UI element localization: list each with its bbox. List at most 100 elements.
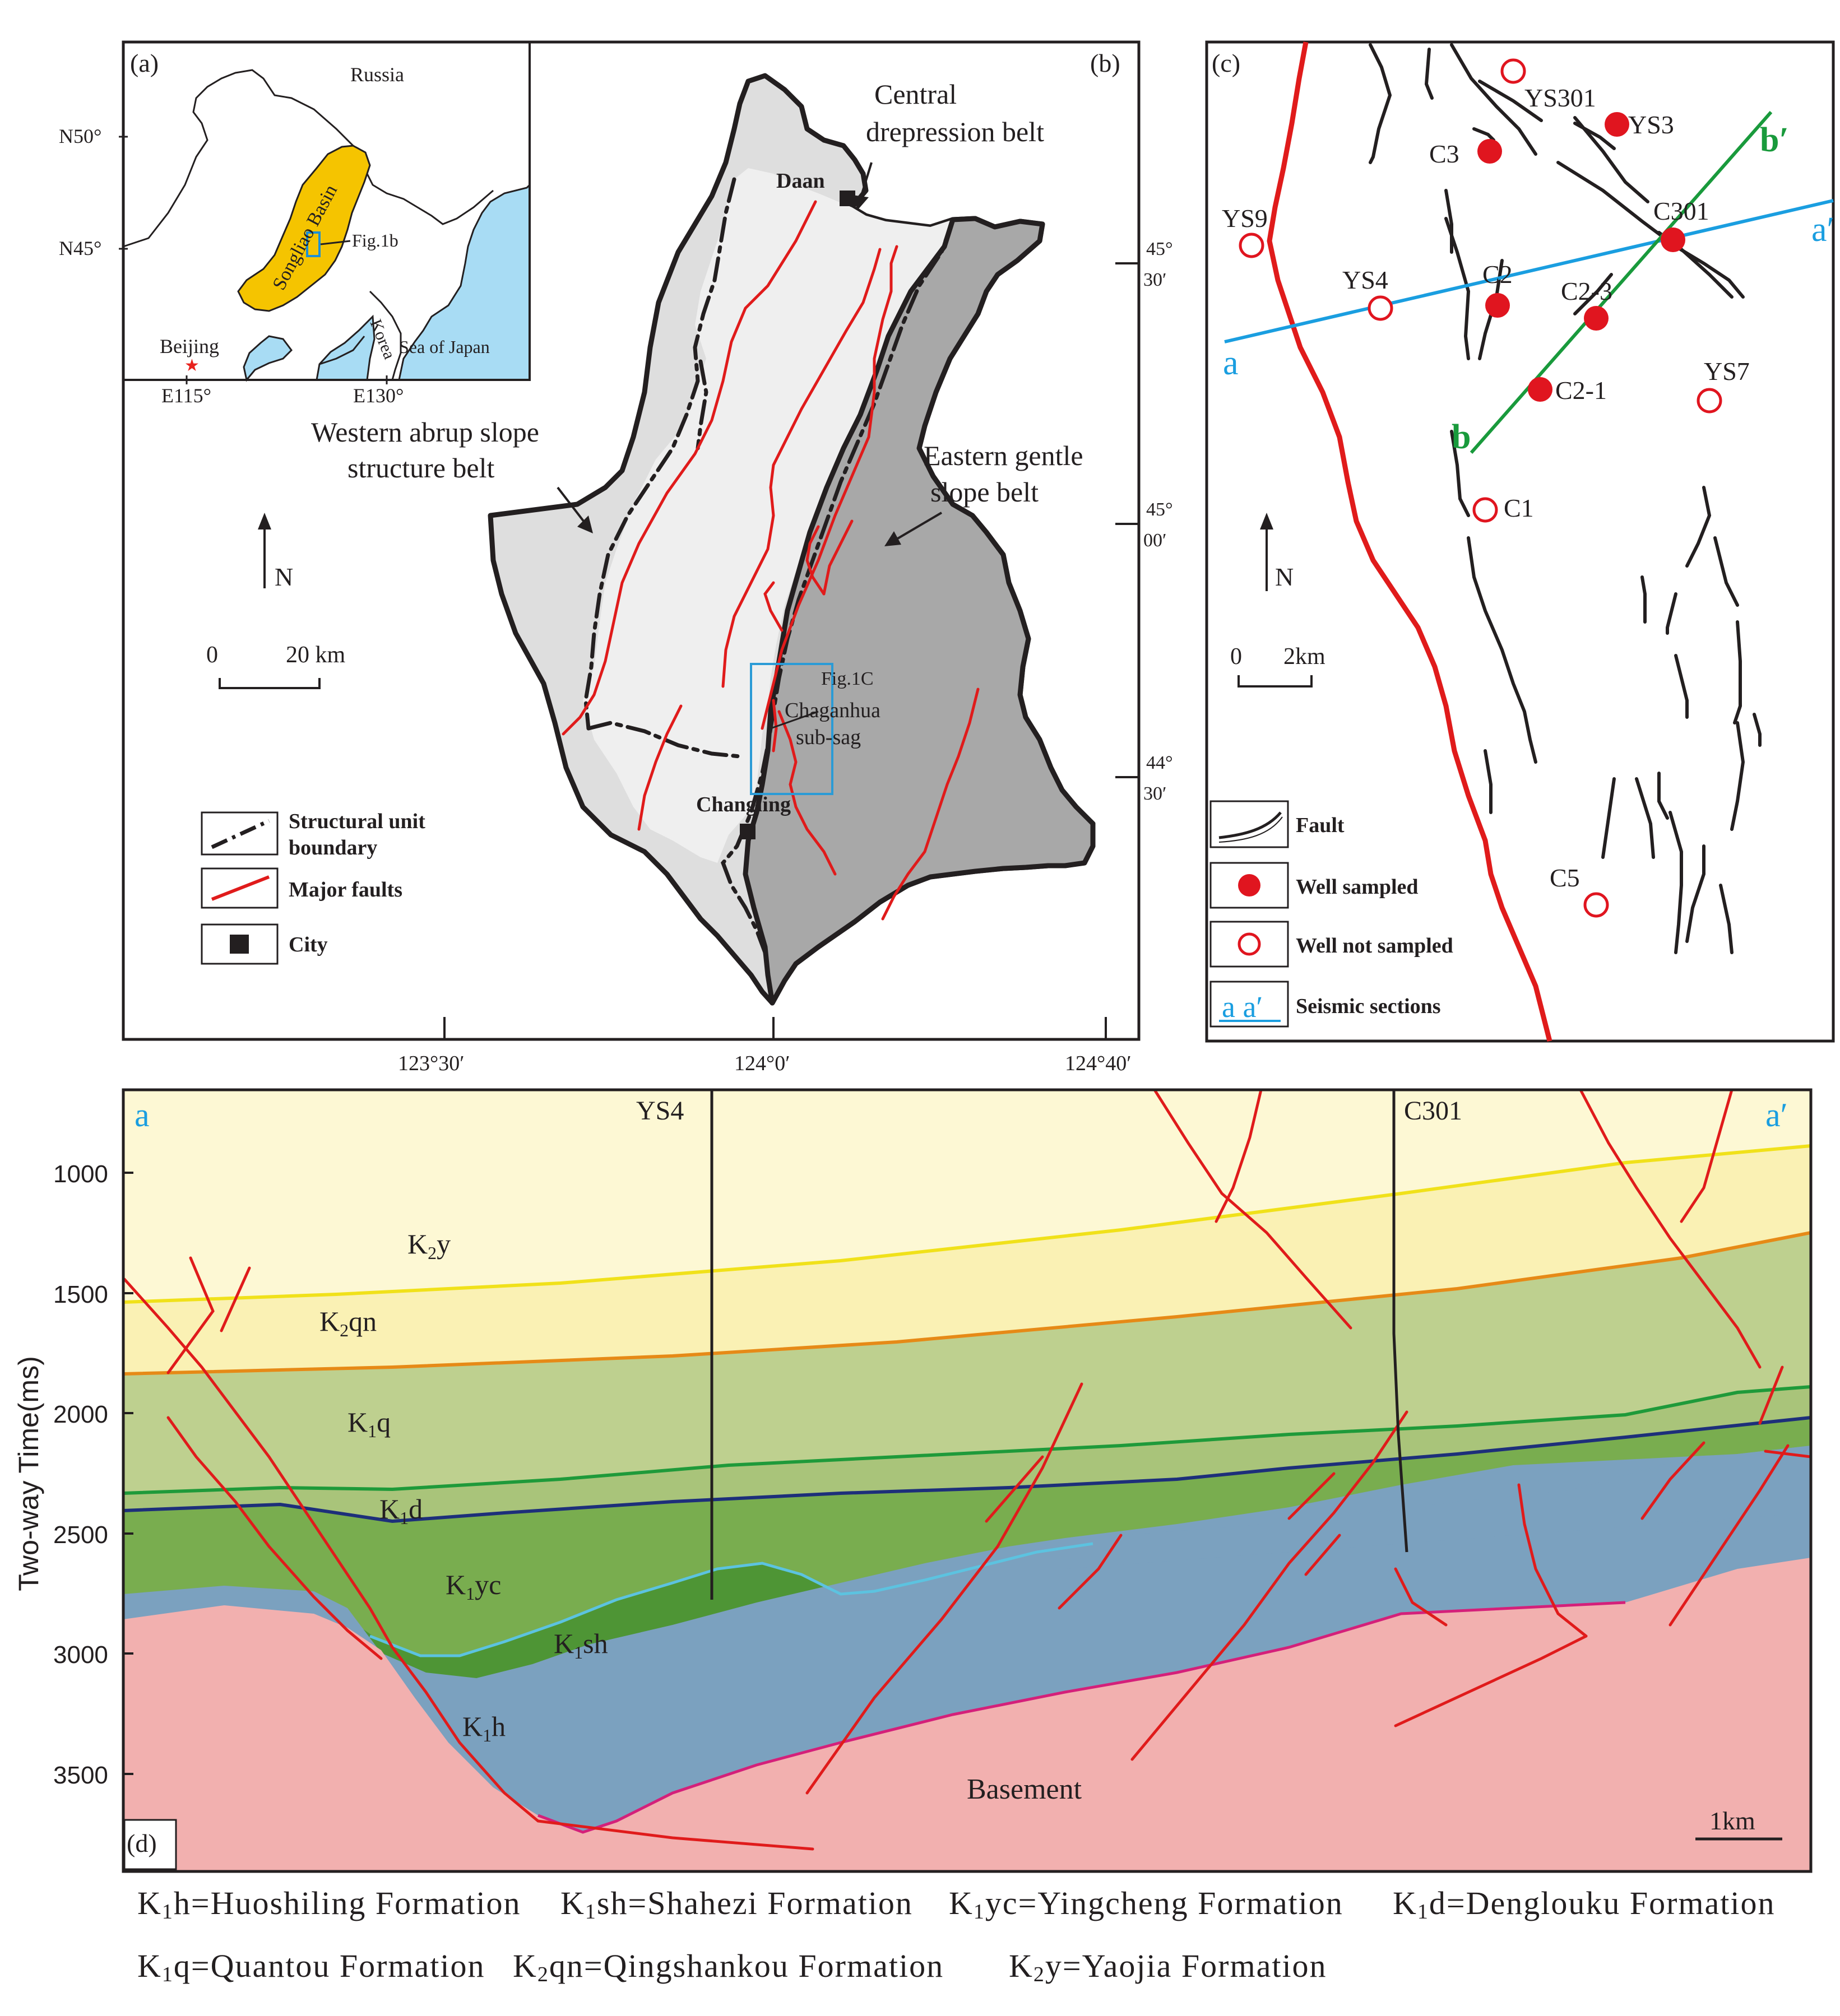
legend-boundary-1: Structural unit [289,810,425,833]
panel-b-legend [201,811,279,965]
label-western-belt-2: structure belt [347,452,495,484]
svg-text:K1h: K1h [462,1711,506,1745]
well-label-c301: C301 [1653,197,1709,225]
label-fig1c: Fig.1C [821,668,874,689]
panel-b-structural-map: N 0 20 km (b) Central drepression belt W… [122,40,1173,1075]
structural-unit-boundaries [583,177,955,1005]
panel-c-legend [1209,800,1289,1028]
horizon-yellow [123,1144,1811,1304]
sea-of-japan [398,183,531,381]
section-end-a-prime: a′ [1765,1097,1788,1134]
layer-k1h-gap [1065,1446,1811,1569]
well-label-ys4: YS4 [1342,266,1388,294]
well-label-c1: C1 [1504,494,1534,522]
legend-faults: Major faults [289,878,402,902]
well-c2-1 [1528,377,1552,402]
well-c5 [1583,892,1609,918]
well-label-c2-3: C2-3 [1561,277,1612,305]
major-faults [562,200,980,921]
legend-formation-k1q: K1q=Quantou Formation [137,1948,485,1986]
svg-text:K1q: K1q [347,1406,391,1441]
y-tick-1000: 1000 [53,1160,108,1188]
y-tick-3000: 3000 [53,1641,108,1669]
well-ys3 [1605,112,1629,137]
well-label-ys7: YS7 [1704,357,1750,385]
svg-text:K1sh: K1sh [554,1628,608,1662]
horizon-cyan [369,1542,1093,1657]
panel-a-label: (a) [130,49,159,77]
well-c2 [1485,293,1510,318]
scale-20km: 20 km [286,642,346,668]
seismic-line-b [1470,111,1773,454]
fig1c-inset-box [750,663,833,795]
country-border [123,69,494,248]
well-label-c301-section: C301 [1404,1096,1462,1126]
scale-bar [219,678,321,689]
panel-d-label: (d) [127,1829,157,1857]
lat-tick-45-30-deg: 45° [1146,239,1173,259]
panel-b-label: (b) [1090,49,1120,77]
panel-d-frame [122,1088,1813,1873]
north-label: N [275,563,293,591]
y-tick-2000: 2000 [53,1401,108,1428]
lon-tick-e115: E115° [161,384,211,407]
panel-c-label: (c) [1212,49,1240,77]
legend-c-sampled: Well sampled [1296,875,1419,899]
yellow-sea [316,314,376,381]
y-axis-title: Two-way Time(ms) [13,1356,44,1591]
section-faults [123,1090,1811,1851]
label-daan: Daan [776,169,825,193]
section-end-a: a [135,1097,150,1134]
city-changling-marker [740,824,756,839]
scale-bar-c [1238,675,1313,688]
legend-formation-k1h: K1h=Huoshiling Formation [137,1885,521,1924]
well-c301 [1661,227,1685,252]
label-western-belt-1: Western abrup slope [311,416,539,448]
y-tick-3500: 3500 [53,1762,108,1789]
panel-a-location-map: (a) Russia Songliao Basin Fig.1b Korea S… [59,41,531,407]
label-fig1b: Fig.1b [352,230,398,250]
beijing-star-icon: ★ [184,356,200,375]
well-label-c3: C3 [1429,140,1459,168]
coast-line [319,336,365,365]
lat-tick-n45: N45° [59,237,101,259]
well-label-ys3: YS3 [1628,110,1674,139]
lon-tick-124-0: 124°0′ [734,1052,790,1075]
lat-tick-44-30-min: 30′ [1143,783,1166,804]
legend-formation-k2qn: K2qn=Qingshankou Formation [513,1948,944,1986]
well-c2-3 [1584,306,1609,331]
label-central-belt-1: Central [874,78,957,110]
label-changling: Changling [696,793,791,816]
korea-border [369,290,402,380]
legend-c-not-sampled: Well not sampled [1296,934,1453,958]
well-ys301 [1500,58,1526,84]
line-a-start: a [1223,344,1239,382]
lon-tick-123-30: 123°30′ [398,1052,465,1075]
label-central-belt-2: drepression belt [866,116,1044,147]
legend-c-section-symbol: a a′ [1222,990,1263,1024]
wells [1239,58,1722,918]
svg-text:K2y: K2y [407,1228,451,1263]
lat-tick-45-30-min: 30′ [1143,270,1166,290]
north-arrow-icon [258,513,271,588]
svg-text:K1d: K1d [379,1493,423,1528]
lat-tick-45-00-min: 00′ [1143,530,1166,551]
lat-tick-n50: N50° [59,125,101,147]
label-sea-of-japan: Sea of Japan [399,337,490,357]
section-scale: 1km [1709,1806,1755,1835]
north-arrow-c-icon [1260,513,1273,591]
panel-c-well-map: YS301 YS3 C3 C301 YS9 YS4 C2 C2-3 C2-1 Y… [1205,40,1835,1043]
eastern-gentle-slope-belt [743,216,1096,1006]
svg-text:K2qn: K2qn [319,1306,377,1340]
panel-d-cross-section: 1000 1500 2000 2500 3000 3500 Two-way Ti… [13,1088,1813,1873]
central-depression-belt [583,168,953,863]
legend-city: City [289,933,328,956]
line-b-start: b [1452,418,1471,456]
well-label-c5: C5 [1550,863,1580,892]
legend-c-fault: Fault [1296,814,1345,837]
well-c1 [1472,497,1498,523]
y-tick-1500: 1500 [53,1281,108,1308]
legend-boundary-2: boundary [289,836,377,860]
formation-legend-row-1: K1h=Huoshiling Formation K1sh=Shahezi Fo… [137,1884,1830,1935]
